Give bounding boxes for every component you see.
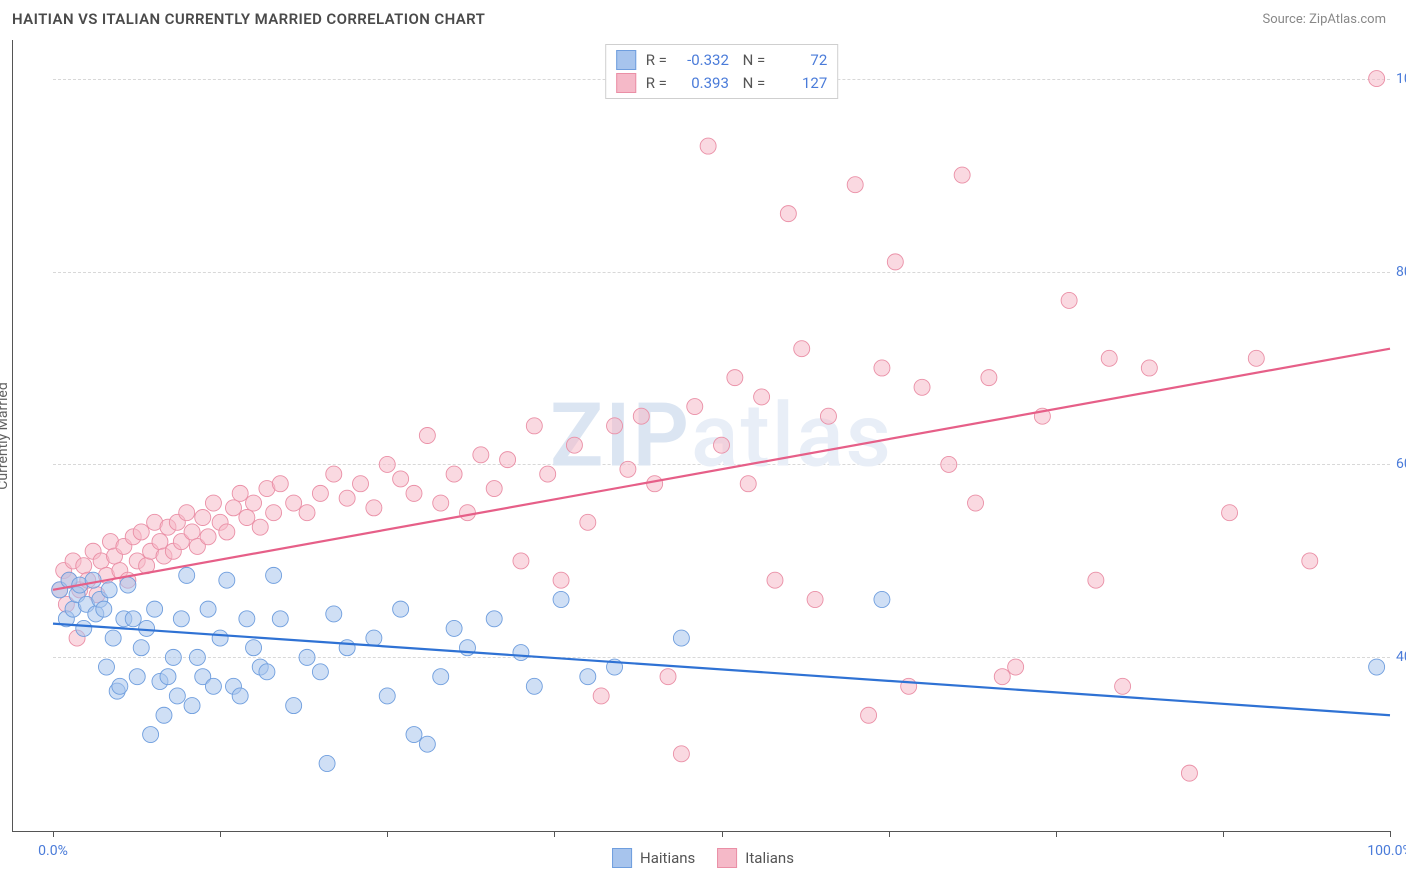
italians-n-value: 127 (775, 72, 827, 95)
x-tick (1390, 831, 1391, 837)
haitians-legend-swatch-icon (612, 848, 632, 868)
italians-legend-swatch-icon (717, 848, 737, 868)
correlation-legend-row-1: R = -0.332 N = 72 (616, 49, 828, 72)
legend-item-haitians: Haitians (612, 848, 695, 868)
x-tick (722, 831, 723, 837)
chart-title: HAITIAN VS ITALIAN CURRENTLY MARRIED COR… (12, 10, 485, 28)
scatter-plot-svg (53, 40, 1390, 831)
y-tick-label: 80.0% (1396, 264, 1406, 280)
x-tick (220, 831, 221, 837)
x-tick (387, 831, 388, 837)
plot-area: ZIPatlas R = -0.332 N = 72 R = 0.393 N =… (53, 40, 1390, 831)
chart-source: Source: ZipAtlas.com (1262, 12, 1386, 27)
x-tick-label: 0.0% (38, 843, 68, 859)
haitians-r-value: -0.332 (677, 49, 729, 72)
series-legend: Haitians Italians (612, 848, 794, 868)
haitians-n-value: 72 (775, 49, 827, 72)
x-tick (889, 831, 890, 837)
chart-header: HAITIAN VS ITALIAN CURRENTLY MARRIED COR… (0, 0, 1406, 34)
italians-r-value: 0.393 (677, 72, 729, 95)
correlation-legend: R = -0.332 N = 72 R = 0.393 N = 127 (605, 44, 839, 99)
x-tick (1056, 831, 1057, 837)
y-tick-label: 60.0% (1396, 456, 1406, 472)
x-tick (554, 831, 555, 837)
italians-swatch-icon (616, 73, 636, 93)
x-tick (1223, 831, 1224, 837)
legend-item-italians: Italians (717, 848, 794, 868)
correlation-legend-row-2: R = 0.393 N = 127 (616, 72, 828, 95)
y-axis-label: Currently Married (0, 382, 11, 489)
y-tick-label: 100.0% (1396, 71, 1406, 87)
haitians-swatch-icon (616, 50, 636, 70)
legend-label-haitians: Haitians (640, 849, 695, 867)
x-tick (53, 831, 54, 837)
y-tick-label: 40.0% (1396, 649, 1406, 665)
x-tick-label: 100.0% (1367, 843, 1406, 859)
chart-area: Currently Married ZIPatlas R = -0.332 N … (12, 40, 1390, 832)
legend-label-italians: Italians (745, 849, 794, 867)
